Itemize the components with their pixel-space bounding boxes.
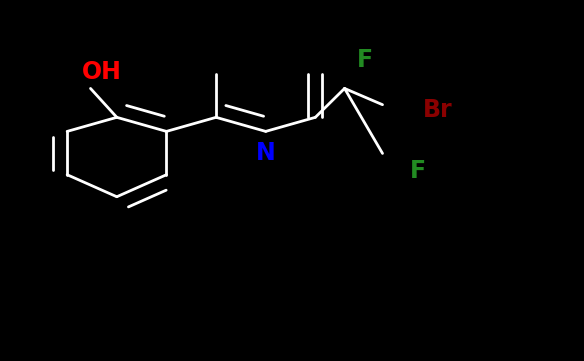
Text: F: F <box>357 48 373 71</box>
Text: Br: Br <box>423 98 453 122</box>
Text: N: N <box>256 142 276 165</box>
Text: OH: OH <box>82 60 122 84</box>
Text: F: F <box>409 160 426 183</box>
